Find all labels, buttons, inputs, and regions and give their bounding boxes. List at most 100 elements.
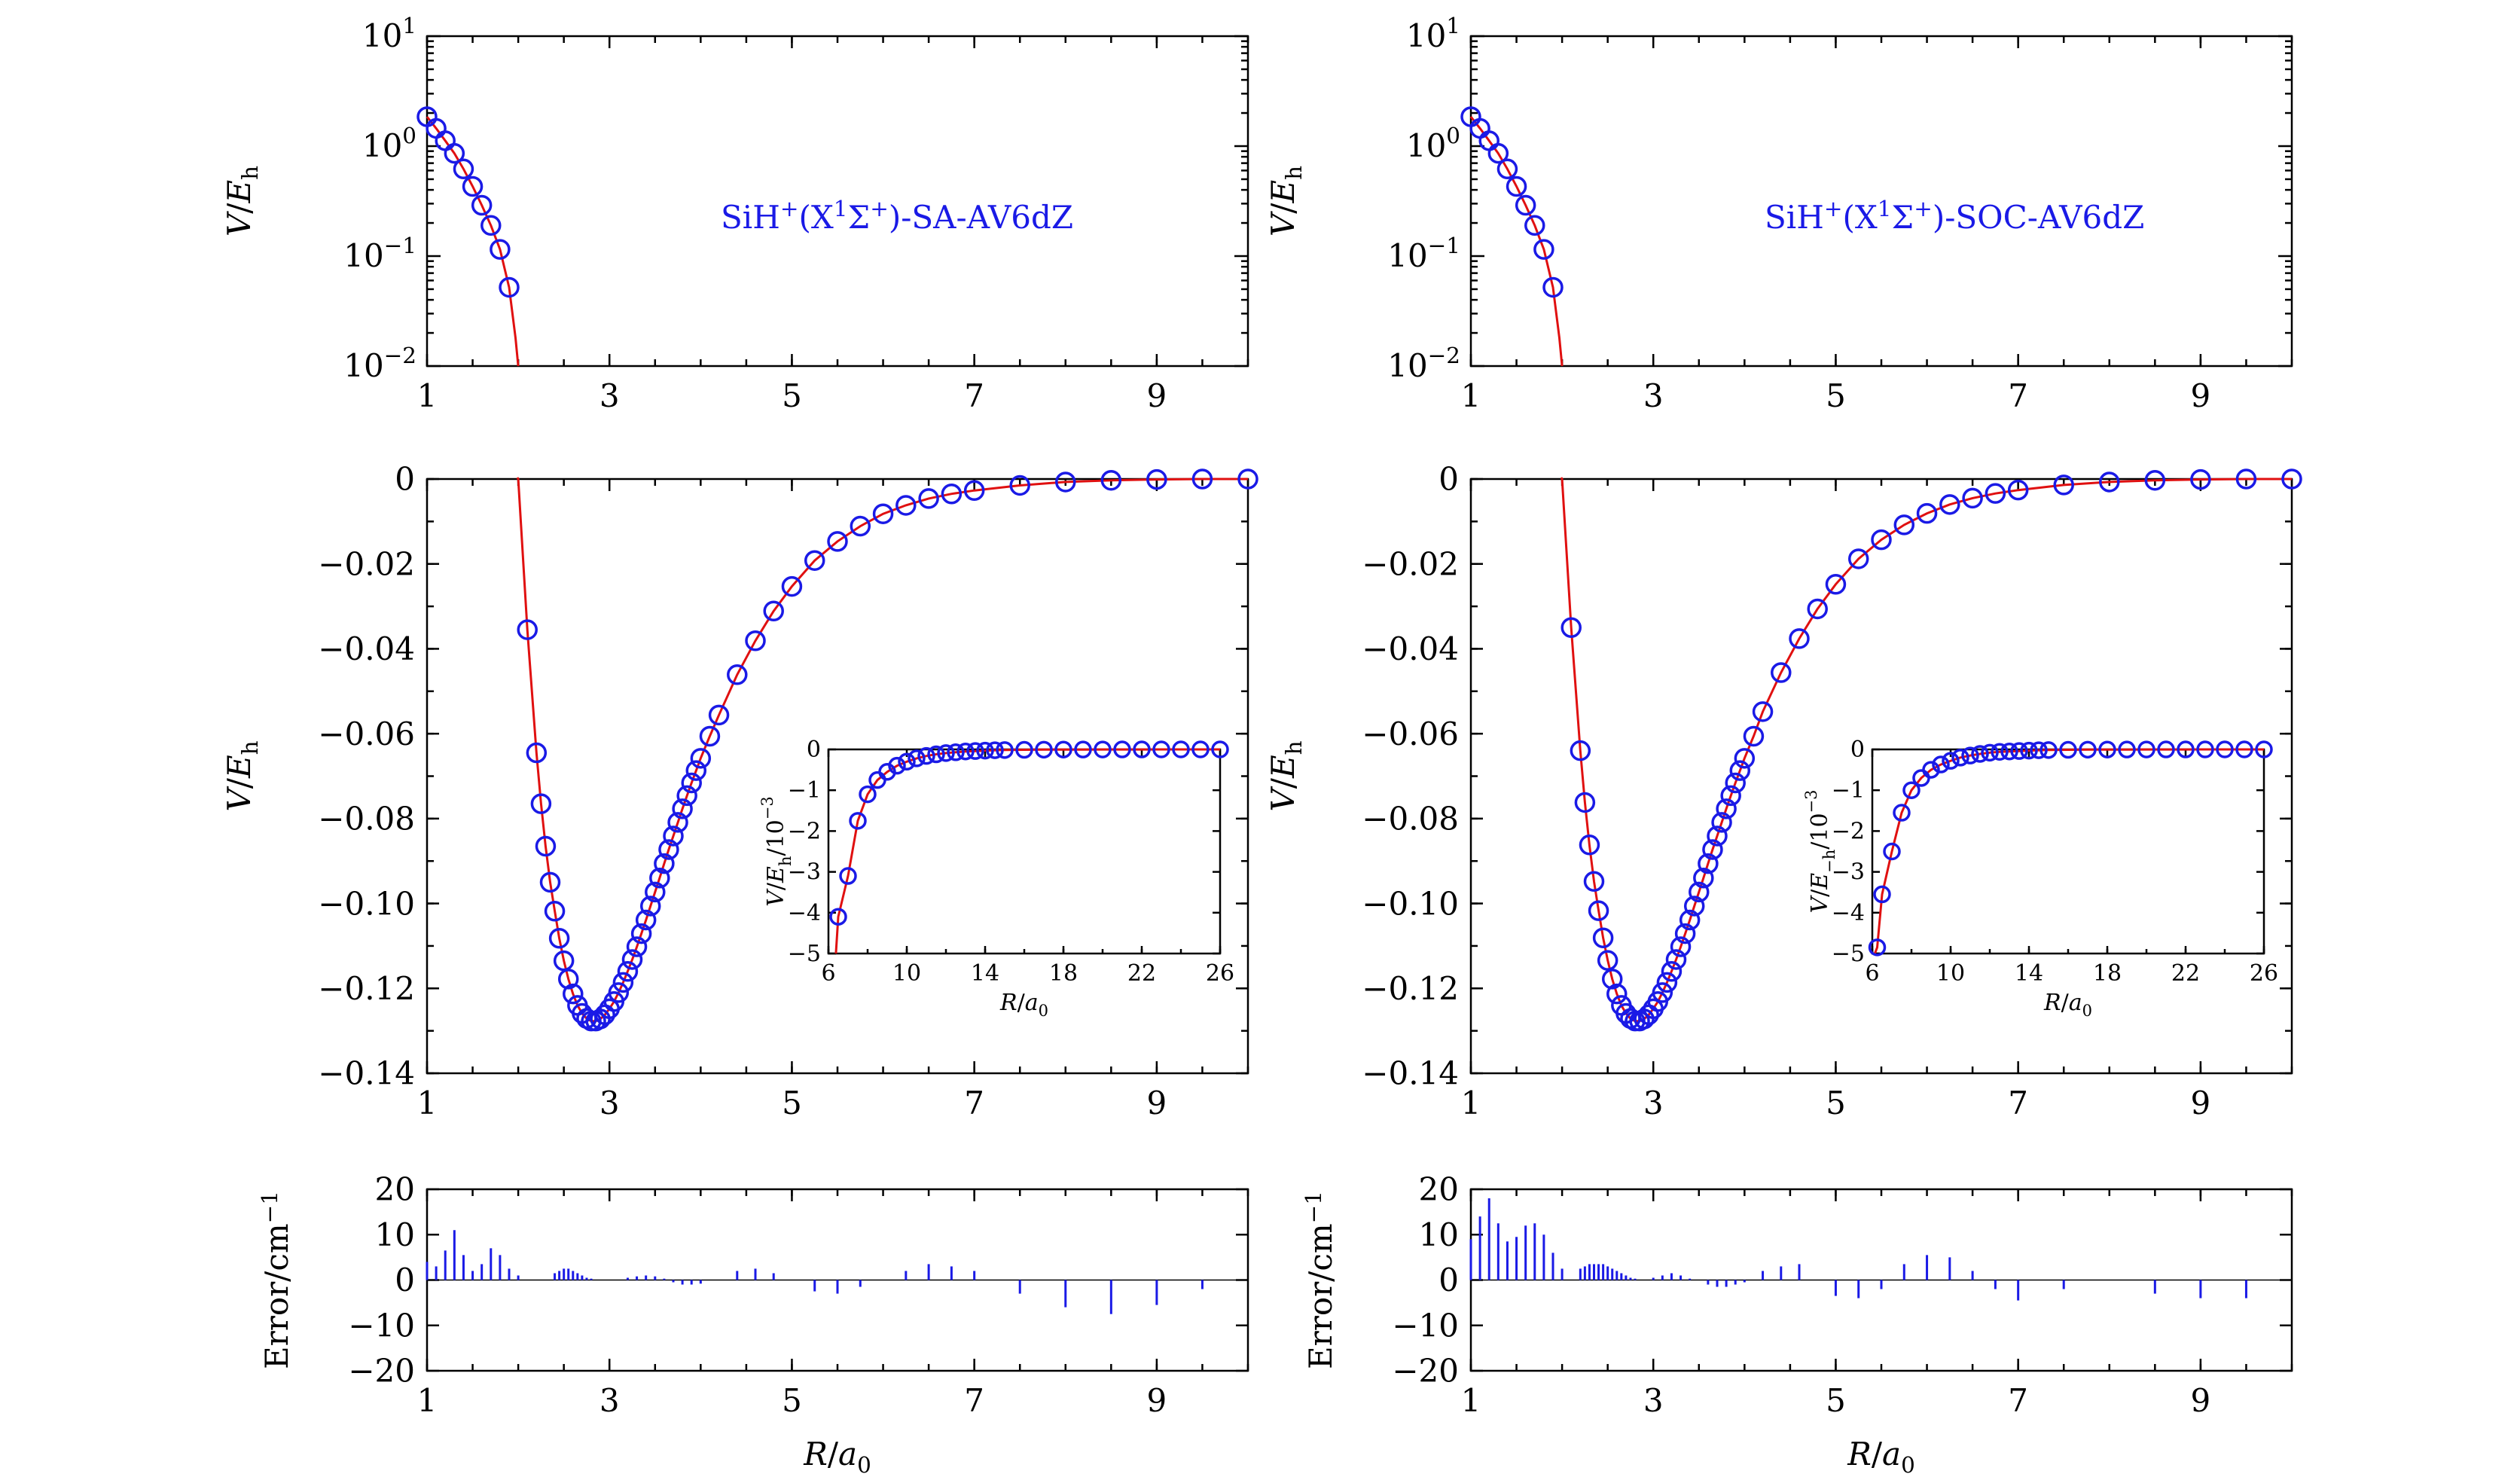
data-point [1533, 239, 1554, 260]
data-point [708, 704, 730, 726]
inset-ylabel: V/Eh/10−3 [758, 796, 795, 906]
data-point [1985, 483, 2006, 504]
data-point [1711, 812, 1732, 833]
data-point [2099, 471, 2120, 493]
data-point [499, 276, 520, 298]
fit-curve [516, 477, 1248, 1023]
inset-xlabel: R/a0 [999, 990, 1048, 1020]
err-ytick-label: 0 [1438, 1262, 1459, 1298]
inset-data-point [2177, 740, 2195, 758]
inset-data-point [2216, 740, 2234, 758]
inset-data-point [1883, 842, 1901, 861]
top-xtick-label: 5 [1826, 377, 1846, 414]
inset-ytick-label: −3 [788, 859, 821, 886]
inset-data-point [986, 741, 1004, 759]
data-point [2281, 468, 2302, 490]
data-point [895, 495, 917, 516]
data-point [1707, 825, 1728, 847]
data-point [1524, 215, 1545, 236]
data-point [918, 488, 939, 509]
top-ytick-label: 101 [1406, 13, 1460, 54]
data-point [1734, 748, 1756, 769]
inset-ytick-label: −4 [1832, 900, 1865, 926]
data-point [1506, 175, 1527, 197]
middle-ylabel: V/Eh [221, 740, 263, 811]
inset-data-point [1942, 752, 1960, 770]
inset-background [1872, 749, 2264, 954]
mid-xtick-label: 3 [599, 1085, 620, 1121]
mid-ytick-label: −0.10 [318, 885, 415, 922]
inset-ytick-label: −4 [788, 900, 821, 926]
data-point [1588, 900, 1609, 921]
data-point [1606, 983, 1628, 1005]
data-point [699, 725, 721, 747]
inset-data-point [1191, 740, 1210, 758]
mid-xtick-label: 3 [1643, 1085, 1664, 1121]
data-point [548, 928, 570, 949]
inset-data-point [917, 746, 935, 765]
data-point [654, 853, 675, 874]
data-point [1579, 835, 1600, 856]
mid-ytick-label: −0.08 [1362, 801, 1459, 838]
mid-xtick-label: 1 [1461, 1085, 1481, 1121]
err-xtick-label: 7 [964, 1382, 984, 1419]
mid-xtick-label: 7 [2008, 1085, 2028, 1121]
fit-curve [1560, 477, 2292, 1023]
inset-xtick-label: 6 [1865, 960, 1879, 987]
data-point [1592, 927, 1614, 948]
inset-data-point [2196, 740, 2214, 758]
inset-data-point [956, 742, 975, 761]
err-ytick-label: 20 [375, 1171, 415, 1208]
mid-xtick-label: 5 [782, 1085, 802, 1121]
inset-data-point [937, 744, 955, 762]
inset-data-point [947, 743, 965, 761]
err-ytick-label: 0 [395, 1262, 415, 1298]
data-point [1583, 871, 1605, 893]
data-point [2053, 474, 2074, 496]
x-axis-label: R/a0 [803, 1436, 871, 1478]
top-ytick-label: 100 [1406, 123, 1460, 164]
data-point [1720, 785, 1741, 807]
data-point [1679, 909, 1701, 931]
inset-ytick-label: 0 [807, 737, 821, 763]
inset-data-point [1932, 755, 1950, 774]
data-point [850, 515, 871, 537]
top-xtick-label: 9 [2191, 377, 2211, 414]
data-point [804, 550, 825, 571]
inset-data-point [1902, 781, 1921, 799]
data-point [1100, 469, 1122, 491]
inset-data-point [996, 741, 1014, 759]
inset-xtick-label: 22 [1127, 960, 1156, 987]
data-point [2144, 469, 2166, 491]
data-point [1496, 158, 1518, 180]
top-ylabel: V/Eh [1265, 166, 1307, 236]
err-xtick-label: 3 [599, 1382, 620, 1419]
data-point [1009, 474, 1030, 496]
data-point [621, 949, 643, 970]
mid-ytick-label: −0.12 [1362, 970, 1459, 1007]
data-point [1055, 471, 1076, 493]
data-point [1570, 740, 1591, 761]
data-point [649, 868, 670, 889]
data-point [1893, 514, 1915, 536]
top-ylabel: V/Eh [221, 166, 263, 236]
data-point [639, 896, 661, 917]
data-point [1939, 494, 1960, 515]
err-xtick-label: 9 [2191, 1382, 2211, 1419]
data-point [444, 142, 465, 164]
mid-xtick-label: 9 [1147, 1085, 1167, 1121]
data-point [563, 983, 584, 1005]
err-ytick-label: −20 [1392, 1353, 1459, 1390]
panel-annotation: SiH+(X1Σ+)-SA-AV6dZ [721, 196, 1073, 236]
err-xtick-label: 1 [417, 1382, 438, 1419]
data-point [453, 158, 474, 180]
mid-ytick-label: −0.04 [1362, 630, 1459, 667]
inset-data-point [1113, 740, 1131, 758]
data-point [727, 664, 748, 685]
inset-data-point [2157, 740, 2175, 758]
inset-data-point [1015, 740, 1033, 759]
data-point [645, 881, 666, 903]
data-point [763, 600, 784, 622]
inset-ytick-label: −3 [1832, 859, 1865, 886]
